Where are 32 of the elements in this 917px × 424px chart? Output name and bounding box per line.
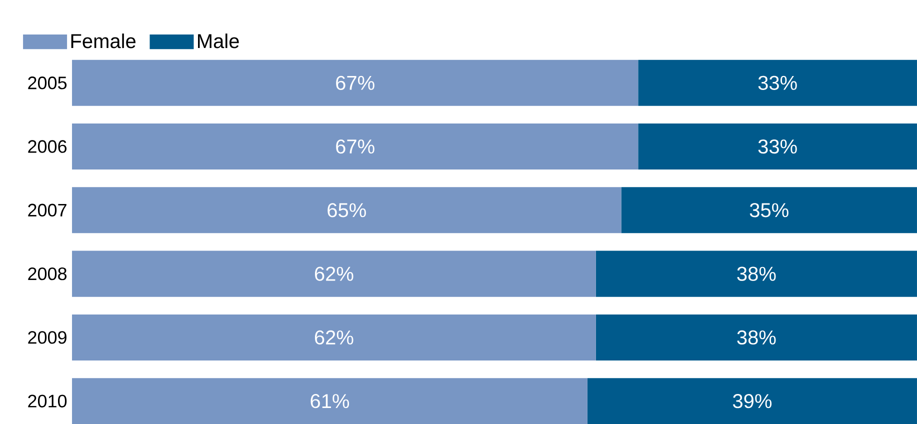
data-label: 39% [732, 394, 772, 408]
y-tick-label: 2010 [28, 394, 67, 408]
bar [72, 60, 638, 106]
bar [638, 60, 917, 106]
data-label: 33% [758, 76, 797, 90]
data-label: 38% [737, 266, 776, 281]
data-label: 67% [336, 139, 374, 154]
bar [596, 314, 917, 360]
legend-label: Male [198, 34, 239, 48]
data-label: 65% [328, 203, 366, 218]
legend-label: Female [71, 34, 136, 48]
bar [72, 124, 638, 170]
bar [72, 187, 622, 234]
data-label: 35% [750, 203, 788, 218]
data-label: 33% [758, 139, 797, 154]
bar [621, 187, 917, 234]
bar [72, 378, 588, 424]
data-label: 62% [314, 330, 354, 345]
bar [587, 378, 917, 424]
bar [72, 250, 596, 297]
y-tick-label: 2007 [28, 204, 66, 217]
bar [596, 250, 917, 297]
data-label: 38% [737, 330, 776, 345]
data-label: 62% [314, 266, 354, 281]
data-label: 61% [310, 394, 350, 408]
y-tick-label: 2005 [28, 76, 67, 90]
y-tick-label: 2009 [28, 331, 66, 344]
bar [638, 124, 917, 170]
y-tick-label: 2006 [28, 140, 67, 153]
bar [72, 314, 596, 360]
data-label: 67% [336, 76, 374, 90]
y-tick-label: 2008 [28, 267, 67, 280]
